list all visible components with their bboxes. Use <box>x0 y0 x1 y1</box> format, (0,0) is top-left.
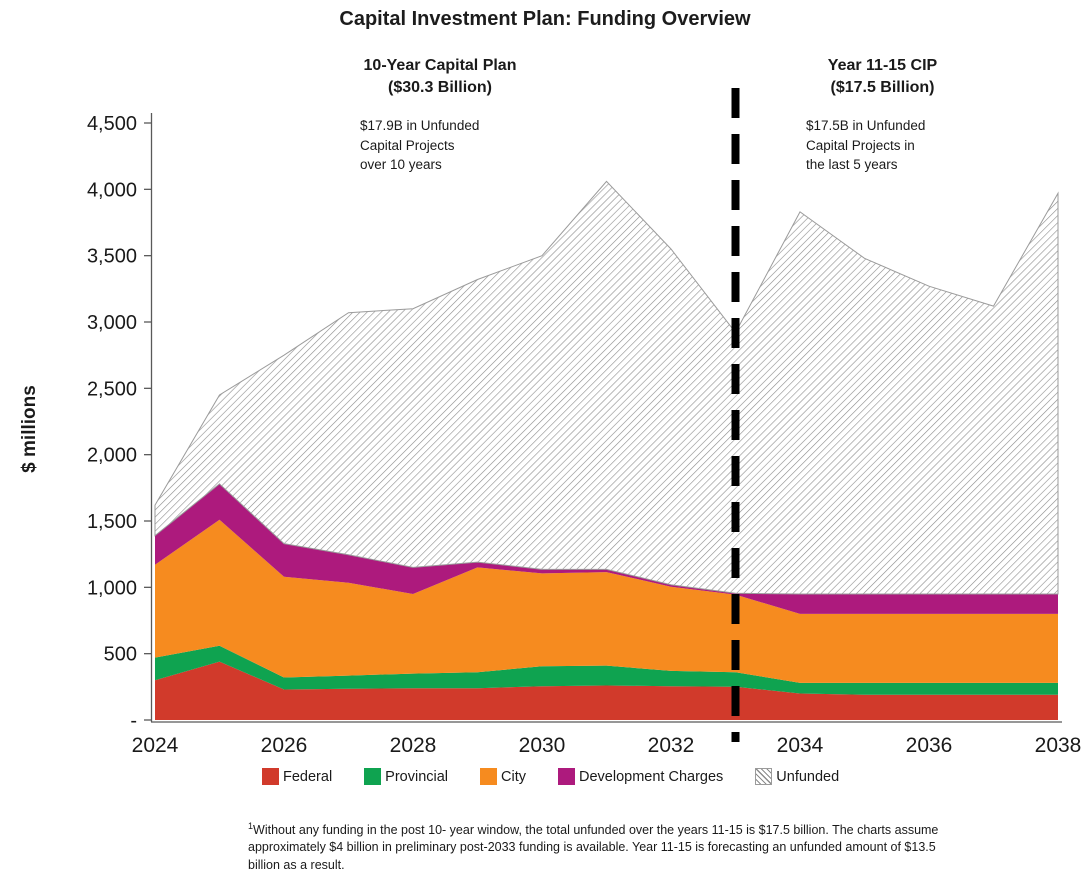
y-tick-label: 4,000 <box>87 179 137 201</box>
legend-label-federal: Federal <box>283 768 333 785</box>
x-tick-label: 2036 <box>906 734 953 757</box>
legend-label-development-charges: Development Charges <box>579 768 724 785</box>
area-development-charges <box>155 483 1058 614</box>
y-tick-label: 1,000 <box>87 577 137 599</box>
x-tick-label: 2028 <box>390 734 437 757</box>
area-federal <box>155 661 1058 720</box>
annotation-right-heading: Year 11-15 CIP ($17.5 Billion) <box>827 57 938 97</box>
footnote-marker: 1 <box>248 821 254 831</box>
legend-label-city: City <box>501 768 527 785</box>
x-tick-label: 2032 <box>648 734 695 757</box>
legend-swatch-unfunded <box>755 768 773 785</box>
legend-item-unfunded: Unfunded <box>755 768 839 785</box>
footnote: 1Without any funding in the post 10- yea… <box>248 820 948 874</box>
x-tick-label: 2034 <box>777 734 824 757</box>
y-tick-label: 1,500 <box>87 511 137 533</box>
legend-swatch-city <box>480 768 498 785</box>
y-tick-label: 2,000 <box>87 445 137 467</box>
y-tick-label: 2,500 <box>87 378 137 400</box>
x-tick-label: 2038 <box>1035 734 1082 757</box>
x-tick-label: 2030 <box>519 734 566 757</box>
x-tick-label: 2024 <box>132 734 179 757</box>
legend-label-unfunded: Unfunded <box>776 768 840 785</box>
legend-swatch-federal <box>262 768 279 785</box>
legend-item-provincial: Provincial <box>364 768 448 785</box>
annotation-left-heading: 10-Year Capital Plan ($30.3 Billion) <box>363 57 517 97</box>
x-tick-label: 2026 <box>261 734 308 757</box>
footnote-text: Without any funding in the post 10- year… <box>248 823 939 872</box>
area-city <box>155 519 1058 683</box>
y-tick-label: 500 <box>104 644 137 666</box>
legend-item-development-charges: Development Charges <box>558 768 723 785</box>
legend-item-city: City <box>480 768 526 785</box>
y-tick-label: - <box>130 710 137 732</box>
chart-svg: - 500 1,000 1,500 2,000 2,500 3,000 3,500 4,000 4… <box>87 88 1082 757</box>
annotation-left-body: $17.9B in Unfunded Capital Projects over… <box>360 118 480 173</box>
y-tick-label: 3,500 <box>87 246 137 268</box>
legend-swatch-provincial <box>364 768 382 785</box>
annotation-right-body: $17.5B in Unfunded Capital Projects in t… <box>806 118 926 173</box>
y-tick-label: 3,000 <box>87 312 137 334</box>
y-tick-label: 4,500 <box>87 113 137 135</box>
legend-item-federal: Federal <box>262 768 332 785</box>
area-unfunded <box>154 180 1059 595</box>
area-provincial <box>155 645 1058 695</box>
chart-legend: Federal Provincial City Development Charges… <box>262 768 839 785</box>
legend-swatch-development-charges <box>558 768 576 785</box>
legend-label-provincial: Provincial <box>385 768 449 785</box>
page-title: Capital Investment Plan: Funding Overvie… <box>339 8 751 30</box>
